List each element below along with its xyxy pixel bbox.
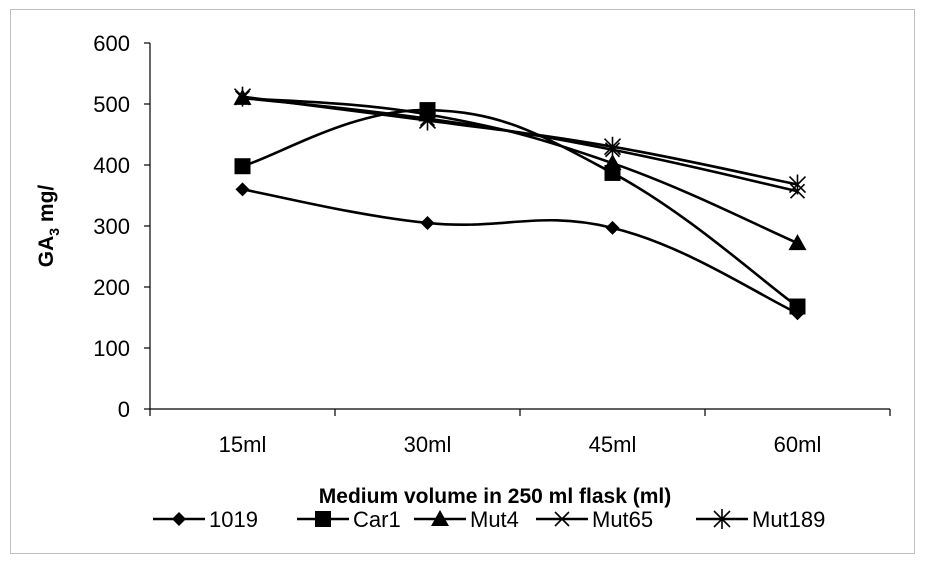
y-tick-label-600: 600 — [93, 31, 130, 56]
series-1019 — [235, 182, 805, 321]
series-line-mut189 — [242, 95, 798, 186]
legend-label-mut4: Mut4 — [470, 507, 519, 532]
legend-marker-car1 — [315, 511, 331, 527]
point-1019-45ml — [605, 220, 620, 235]
point-car1-15ml — [234, 158, 251, 175]
legend-marker-mut65 — [554, 511, 570, 527]
legend-label-car1: Car1 — [353, 507, 401, 532]
legend-marker-mut189 — [713, 509, 731, 529]
legend: 1019 Car1 Mut4 Mut65 Mut189 — [153, 507, 825, 532]
y-axis-title-subscript: 3 — [46, 228, 62, 236]
x-tick-label-45ml: 45ml — [589, 432, 637, 457]
legend-label-1019: 1019 — [209, 507, 258, 532]
legend-item-car1: Car1 — [297, 507, 401, 532]
legend-label-mut65: Mut65 — [592, 507, 653, 532]
series-line-1019 — [242, 188, 799, 315]
y-tick-label-200: 200 — [93, 275, 130, 300]
point-mut189-60ml — [788, 174, 807, 195]
y-axis-title-suffix: mg/ — [35, 185, 58, 228]
point-mut4-45ml — [603, 154, 622, 171]
point-mut189-45ml — [603, 136, 622, 157]
series-layer — [233, 86, 807, 321]
series-mut4 — [233, 88, 807, 251]
x-tick-label-30ml: 30ml — [404, 432, 452, 457]
series-line-mut4 — [242, 96, 799, 245]
x-tick-label-15ml: 15ml — [219, 432, 267, 457]
legend-marker-mut4 — [431, 510, 449, 526]
legend-label-mut189: Mut189 — [752, 507, 825, 532]
point-1019-30ml — [420, 215, 435, 230]
y-tick-label-100: 100 — [93, 336, 130, 361]
y-tick-label-300: 300 — [93, 214, 130, 239]
point-car1-60ml — [789, 298, 806, 315]
point-mut4-60ml — [788, 234, 807, 251]
y-axis-title: GA3 mg/ — [35, 185, 62, 268]
y-axis-title-main: GA — [35, 236, 58, 268]
legend-item-mut4: Mut4 — [414, 507, 519, 532]
series-line-car1 — [242, 108, 799, 308]
point-mut189-15ml — [233, 86, 252, 107]
legend-marker-1019 — [172, 512, 186, 526]
legend-item-mut189: Mut189 — [696, 507, 825, 532]
y-tick-label-400: 400 — [93, 153, 130, 178]
axes: 0 100 200 300 400 500 600 15ml 30ml 45ml 60ml — [93, 31, 891, 457]
x-axis-title: Medium volume in 250 ml flask (ml) — [319, 485, 671, 508]
y-tick-label-500: 500 — [93, 92, 130, 117]
legend-item-1019: 1019 — [153, 507, 258, 532]
legend-item-mut65: Mut65 — [536, 507, 653, 532]
series-line-mut65 — [242, 96, 798, 193]
point-mut189-30ml — [418, 110, 437, 131]
point-1019-15ml — [235, 182, 250, 197]
series-mut189 — [233, 86, 807, 195]
x-tick-label-60ml: 60ml — [774, 432, 822, 457]
y-tick-label-0: 0 — [118, 397, 130, 422]
